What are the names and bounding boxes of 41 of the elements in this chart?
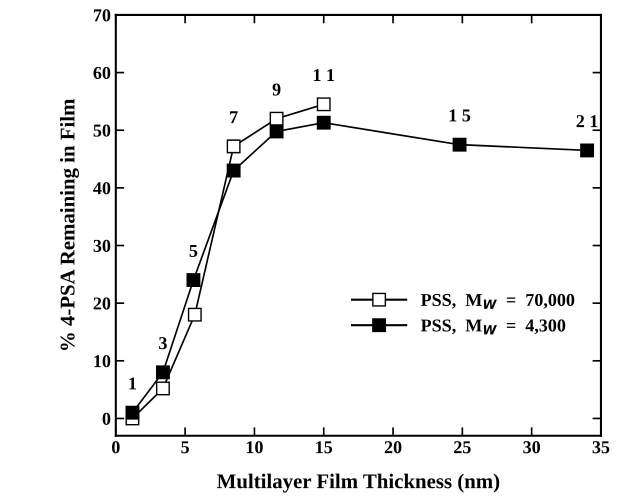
point xyxy=(580,143,594,158)
y-tick-label: 60 xyxy=(94,66,110,80)
y-tick-label: 40 xyxy=(93,182,110,194)
x-tick-label: 0 xyxy=(112,441,120,454)
point xyxy=(316,116,331,130)
point xyxy=(226,139,241,154)
x-tick-label: 25 xyxy=(454,441,471,454)
legend-label: PSS, M$_{W}$ = 4,300 xyxy=(420,319,566,334)
y-tick-label: 0 xyxy=(102,412,110,425)
x-tick-label: 10 xyxy=(246,441,263,454)
point xyxy=(226,164,241,178)
point xyxy=(188,308,202,322)
annotation: 1 5 xyxy=(450,109,470,122)
annotation: 3 xyxy=(159,337,167,350)
legend-label: PSS, M$_{W}$ = 70,000 xyxy=(420,294,574,309)
x-axis-title: Multilayer Film Thickness (nm) xyxy=(217,474,500,493)
annotation: 2 1 xyxy=(576,115,598,128)
point xyxy=(186,273,200,288)
point xyxy=(270,124,284,138)
y-axis-title: % 4-PSA Remaining in Film xyxy=(60,98,80,350)
annotation: 1 1 xyxy=(314,69,334,81)
x-tick-label: 20 xyxy=(384,441,402,454)
x-tick-label: 35 xyxy=(592,441,610,454)
point xyxy=(270,112,284,126)
annotation: 1 xyxy=(129,377,136,390)
point xyxy=(316,97,331,112)
annotation: 5 xyxy=(190,244,198,257)
y-tick-label: 20 xyxy=(94,297,110,310)
y-tick-label: 50 xyxy=(94,124,110,137)
point xyxy=(126,406,140,420)
x-tick-label: 30 xyxy=(523,441,540,454)
point xyxy=(156,382,170,396)
x-tick-label: 15 xyxy=(316,441,332,454)
annotation: 7 xyxy=(230,111,238,124)
y-tick-label: 70 xyxy=(94,9,110,22)
y-tick-label: 30 xyxy=(94,240,110,252)
point xyxy=(452,138,467,152)
point xyxy=(156,365,170,380)
x-tick-label: 5 xyxy=(181,441,189,454)
annotation: 9 xyxy=(272,83,280,96)
y-tick-label: 10 xyxy=(94,355,110,368)
